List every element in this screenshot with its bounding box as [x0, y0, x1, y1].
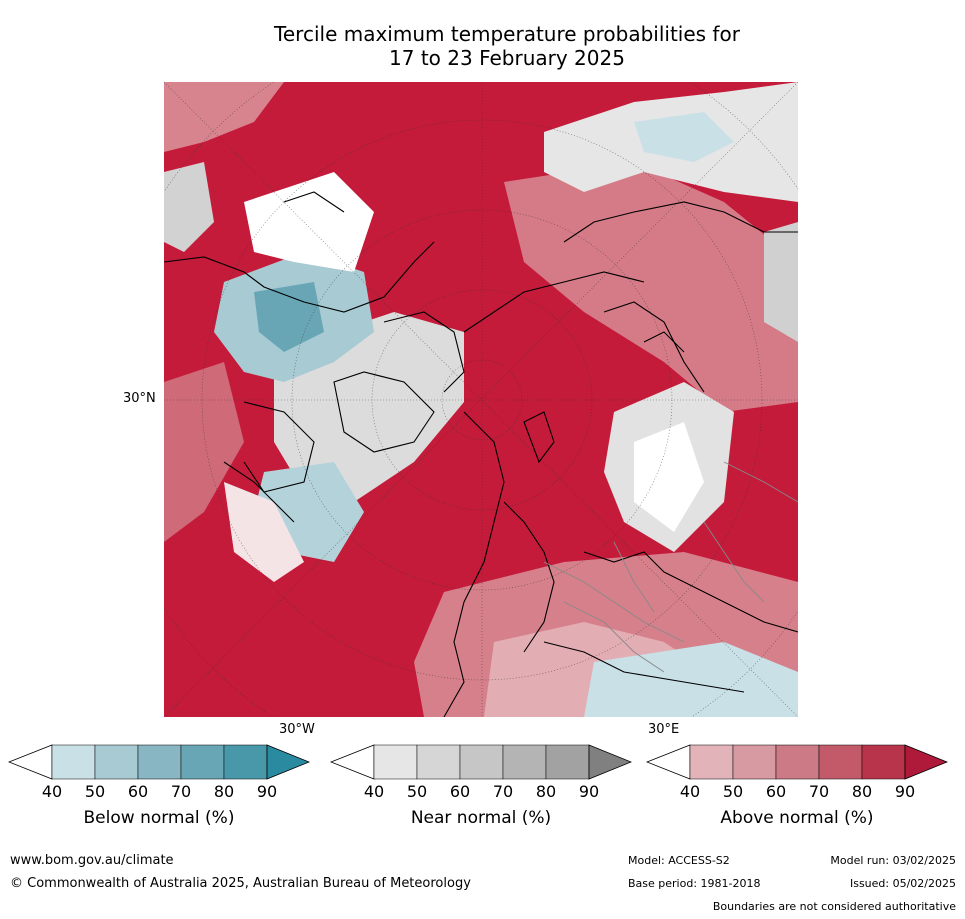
- map-canvas: [164, 82, 798, 717]
- region-near-5: [164, 162, 214, 252]
- region-below-4: [634, 112, 734, 162]
- chart-title: Tercile maximum temperature probabilitie…: [0, 22, 965, 70]
- colorbar-above-bin: [732, 744, 777, 780]
- region-white-2: [224, 482, 304, 582]
- lon-label-30e: 30°E: [648, 722, 680, 737]
- region-above-light-1: [164, 82, 284, 152]
- base-period: Base period: 1981-2018: [628, 877, 761, 890]
- tick-label: 60: [127, 782, 149, 801]
- colorbar-above-extend-low: [646, 744, 691, 780]
- colorbar-below-bin: [223, 744, 268, 780]
- title-line-1: Tercile maximum temperature probabilitie…: [274, 22, 740, 46]
- colorbar-above-title: Above normal (%): [720, 808, 874, 828]
- colorbar-below-bin: [51, 744, 96, 780]
- colorbar-near-bin: [545, 744, 590, 780]
- colorbar-near-title: Near normal (%): [410, 808, 552, 828]
- colorbar-below-bin: [137, 744, 182, 780]
- colorbar-above-bin: [818, 744, 863, 780]
- tick-label: 40: [679, 782, 701, 801]
- region-below-2: [254, 282, 324, 352]
- colorbar-below-normal: [8, 744, 310, 780]
- graticule: [164, 82, 798, 717]
- colorbar-near-bin: [502, 744, 547, 780]
- tick-label: 40: [41, 782, 63, 801]
- colorbar-near-bin: [459, 744, 504, 780]
- colorbar-below-bin: [180, 744, 225, 780]
- region-above-light-3: [504, 162, 798, 412]
- colorbar-below-extend-high: [266, 744, 310, 780]
- colorbar-above-bin: [689, 744, 734, 780]
- colorbar-near-bin: [416, 744, 461, 780]
- tick-label: 80: [213, 782, 235, 801]
- tick-label: 70: [808, 782, 830, 801]
- colorbar-above-bin: [775, 744, 820, 780]
- region-near-4: [764, 222, 798, 342]
- tick-label: 60: [449, 782, 471, 801]
- tick-label: 90: [578, 782, 600, 801]
- title-line-2: 17 to 23 February 2025: [389, 46, 625, 70]
- tick-label: 80: [851, 782, 873, 801]
- colorbar-above-bin: [861, 744, 906, 780]
- tick-label: 90: [894, 782, 916, 801]
- model-run-date: Model run: 03/02/2025: [830, 854, 956, 867]
- colorbar-near-extend-low: [330, 744, 375, 780]
- tick-label: 40: [363, 782, 385, 801]
- colorbar-above-extend-high: [904, 744, 948, 780]
- tick-label: 50: [406, 782, 428, 801]
- region-above-light-2: [164, 362, 244, 542]
- country-borders: [543, 461, 798, 673]
- region-below-5: [584, 642, 798, 717]
- lon-label-30w: 30°W: [279, 722, 315, 737]
- colorbar-near-bin: [373, 744, 418, 780]
- tick-label: 90: [256, 782, 278, 801]
- colorbar-below-title: Below normal (%): [83, 808, 235, 828]
- region-near-white-1: [634, 422, 704, 532]
- tick-label: 50: [722, 782, 744, 801]
- model-name: Model: ACCESS-S2: [628, 854, 730, 867]
- website-link[interactable]: www.bom.gov.au/climate: [10, 853, 174, 868]
- colorbar-near-extend-high: [588, 744, 632, 780]
- tick-label: 70: [492, 782, 514, 801]
- tick-label: 70: [170, 782, 192, 801]
- region-white-1: [244, 172, 374, 272]
- probability-map: [164, 82, 798, 717]
- tick-label: 60: [765, 782, 787, 801]
- coastlines: [164, 191, 798, 717]
- colorbar-above-normal: [646, 744, 948, 780]
- copyright-text: © Commonwealth of Australia 2025, Austra…: [10, 876, 471, 891]
- colorbar-below-bin: [94, 744, 139, 780]
- lat-label-30n: 30°N: [123, 391, 156, 406]
- boundaries-disclaimer: Boundaries are not considered authoritat…: [712, 900, 956, 913]
- tick-label: 80: [535, 782, 557, 801]
- colorbar-near-normal: [330, 744, 632, 780]
- tick-label: 50: [84, 782, 106, 801]
- colorbar-below-extend-low: [8, 744, 53, 780]
- issued-date: Issued: 05/02/2025: [849, 877, 956, 890]
